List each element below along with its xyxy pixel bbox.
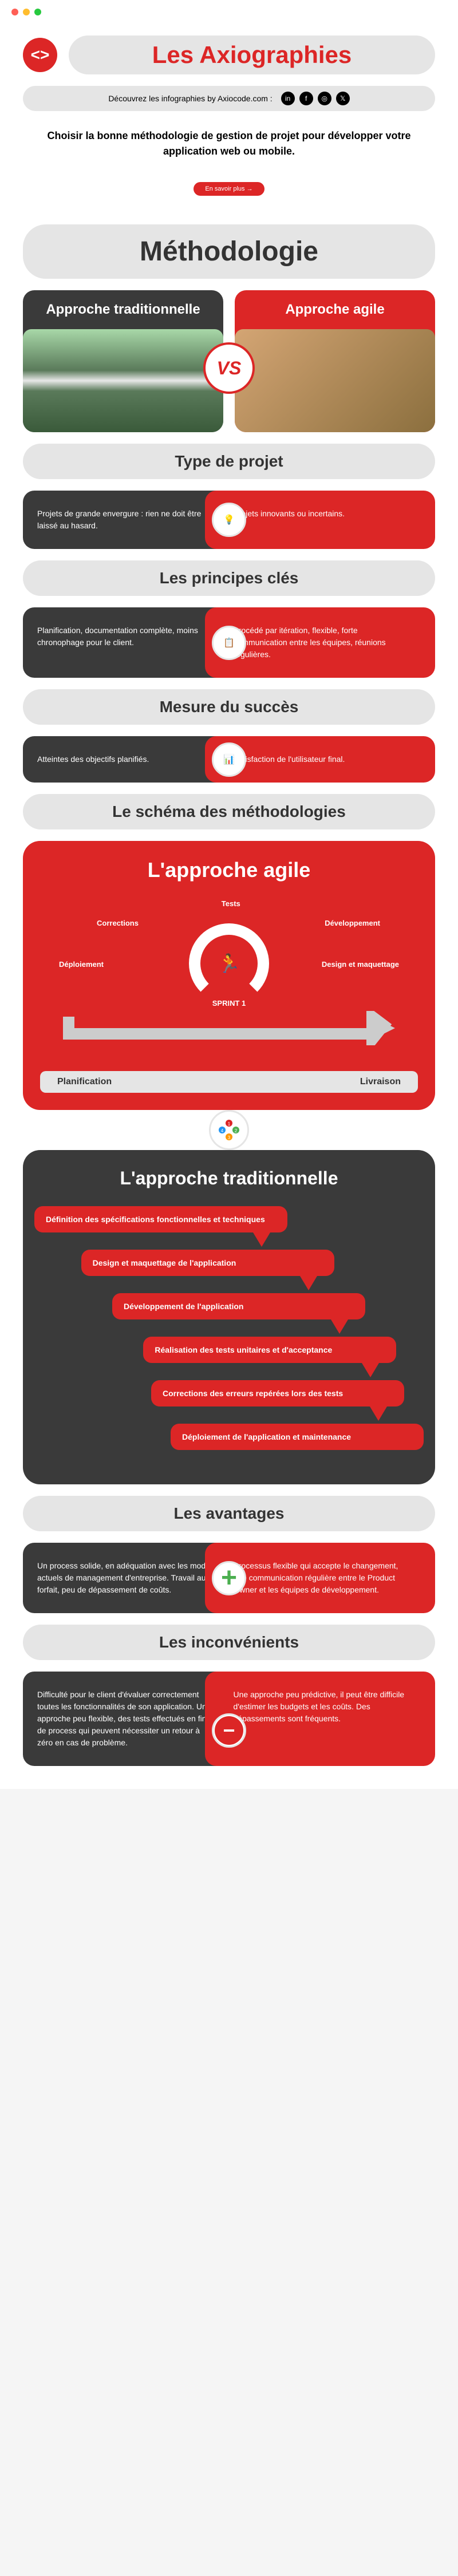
svg-text:2: 2 (235, 1128, 238, 1133)
agile-livraison: Livraison (360, 1077, 401, 1087)
waterfall-image (23, 329, 223, 432)
page-title: Les Axiographies (92, 41, 412, 69)
subtitle-text: Découvrez les infographies by Axiocode.c… (108, 94, 272, 103)
vs-card-traditional: Approche traditionnelle (23, 290, 223, 432)
chart-icon: 📊 (212, 742, 246, 777)
disadvantages-title: Les inconvénients (23, 1625, 435, 1660)
subtitle-row: Découvrez les infographies by Axiocode.c… (23, 86, 435, 111)
twitter-icon[interactable]: 𝕏 (336, 92, 350, 105)
trad-step-5: Déploiement de l'application et maintena… (171, 1424, 424, 1450)
clipboard-icon: 📋 (212, 626, 246, 660)
svg-text:3: 3 (228, 1135, 231, 1140)
cycle-label-2: Développement (325, 919, 380, 927)
lightbulb-icon: 💡 (212, 503, 246, 537)
advantages-title: Les avantages (23, 1496, 435, 1531)
vs-title-right: Approche agile (235, 290, 435, 323)
agile-schema: L'approche agile 🏃 Tests Corrections Dév… (23, 841, 435, 1110)
cta-button[interactable]: En savoir plus → (194, 182, 264, 196)
connector-badge: 1234 (209, 1110, 249, 1150)
svg-text:4: 4 (221, 1128, 224, 1133)
compare-row-2: Atteintes des objectifs planifiés. Satis… (0, 736, 458, 783)
compare-row-1: Planification, documentation complète, m… (0, 607, 458, 678)
social-icons: in f ◎ 𝕏 (281, 92, 350, 105)
cycle-label-1: Corrections (97, 919, 139, 927)
trad-step-4: Corrections des erreurs repérées lors de… (151, 1380, 404, 1406)
svg-text:1: 1 (228, 1121, 231, 1127)
browser-dots (0, 0, 458, 24)
runner-icon: 🏃 (218, 953, 240, 974)
trad-title: L'approche traditionnelle (34, 1167, 424, 1189)
trad-step-0: Définition des spécifications fonctionne… (34, 1206, 287, 1232)
main-section-title: Méthodologie (23, 224, 435, 279)
agile-bottom-bar: Planification Livraison (40, 1071, 418, 1093)
intro-text: Choisir la bonne méthodologie de gestion… (0, 111, 458, 176)
advantages-row: Un process solide, en adéquation avec le… (0, 1543, 458, 1613)
section-title-1: Les principes clés (23, 560, 435, 596)
vs-comparison: Approche traditionnelle Approche agile V… (0, 290, 458, 432)
trad-step-2: Développement de l'application (112, 1293, 365, 1319)
linkedin-icon[interactable]: in (281, 92, 295, 105)
sprint-label: SPRINT 1 (212, 999, 246, 1008)
minus-icon: − (212, 1713, 246, 1748)
vs-title-left: Approche traditionnelle (23, 290, 223, 323)
vs-badge: VS (203, 342, 255, 394)
logo-icon: <> (23, 38, 57, 72)
cycle-label-4: Design et maquettage (322, 960, 399, 969)
compare-row-0: Projets de grande envergure : rien ne do… (0, 491, 458, 549)
vs-card-agile: Approche agile (235, 290, 435, 432)
plus-icon: + (212, 1561, 246, 1595)
cycle-label-0: Tests (222, 899, 240, 908)
schema-section-title: Le schéma des méthodologies (23, 794, 435, 829)
header: <> Les Axiographies (0, 24, 458, 86)
trad-step-1: Design et maquettage de l'application (81, 1250, 334, 1276)
traditional-schema: L'approche traditionnelle Définition des… (23, 1150, 435, 1484)
cycle-label-3: Déploiement (59, 960, 104, 969)
disadvantages-row: Difficulté pour le client d'évaluer corr… (0, 1672, 458, 1789)
trad-step-3: Réalisation des tests unitaires et d'acc… (143, 1337, 396, 1363)
agile-title: L'approche agile (40, 858, 418, 882)
instagram-icon[interactable]: ◎ (318, 92, 331, 105)
section-title-0: Type de projet (23, 444, 435, 479)
squirrel-image (235, 329, 435, 432)
section-title-2: Mesure du succès (23, 689, 435, 725)
facebook-icon[interactable]: f (299, 92, 313, 105)
agile-planification: Planification (57, 1077, 112, 1087)
